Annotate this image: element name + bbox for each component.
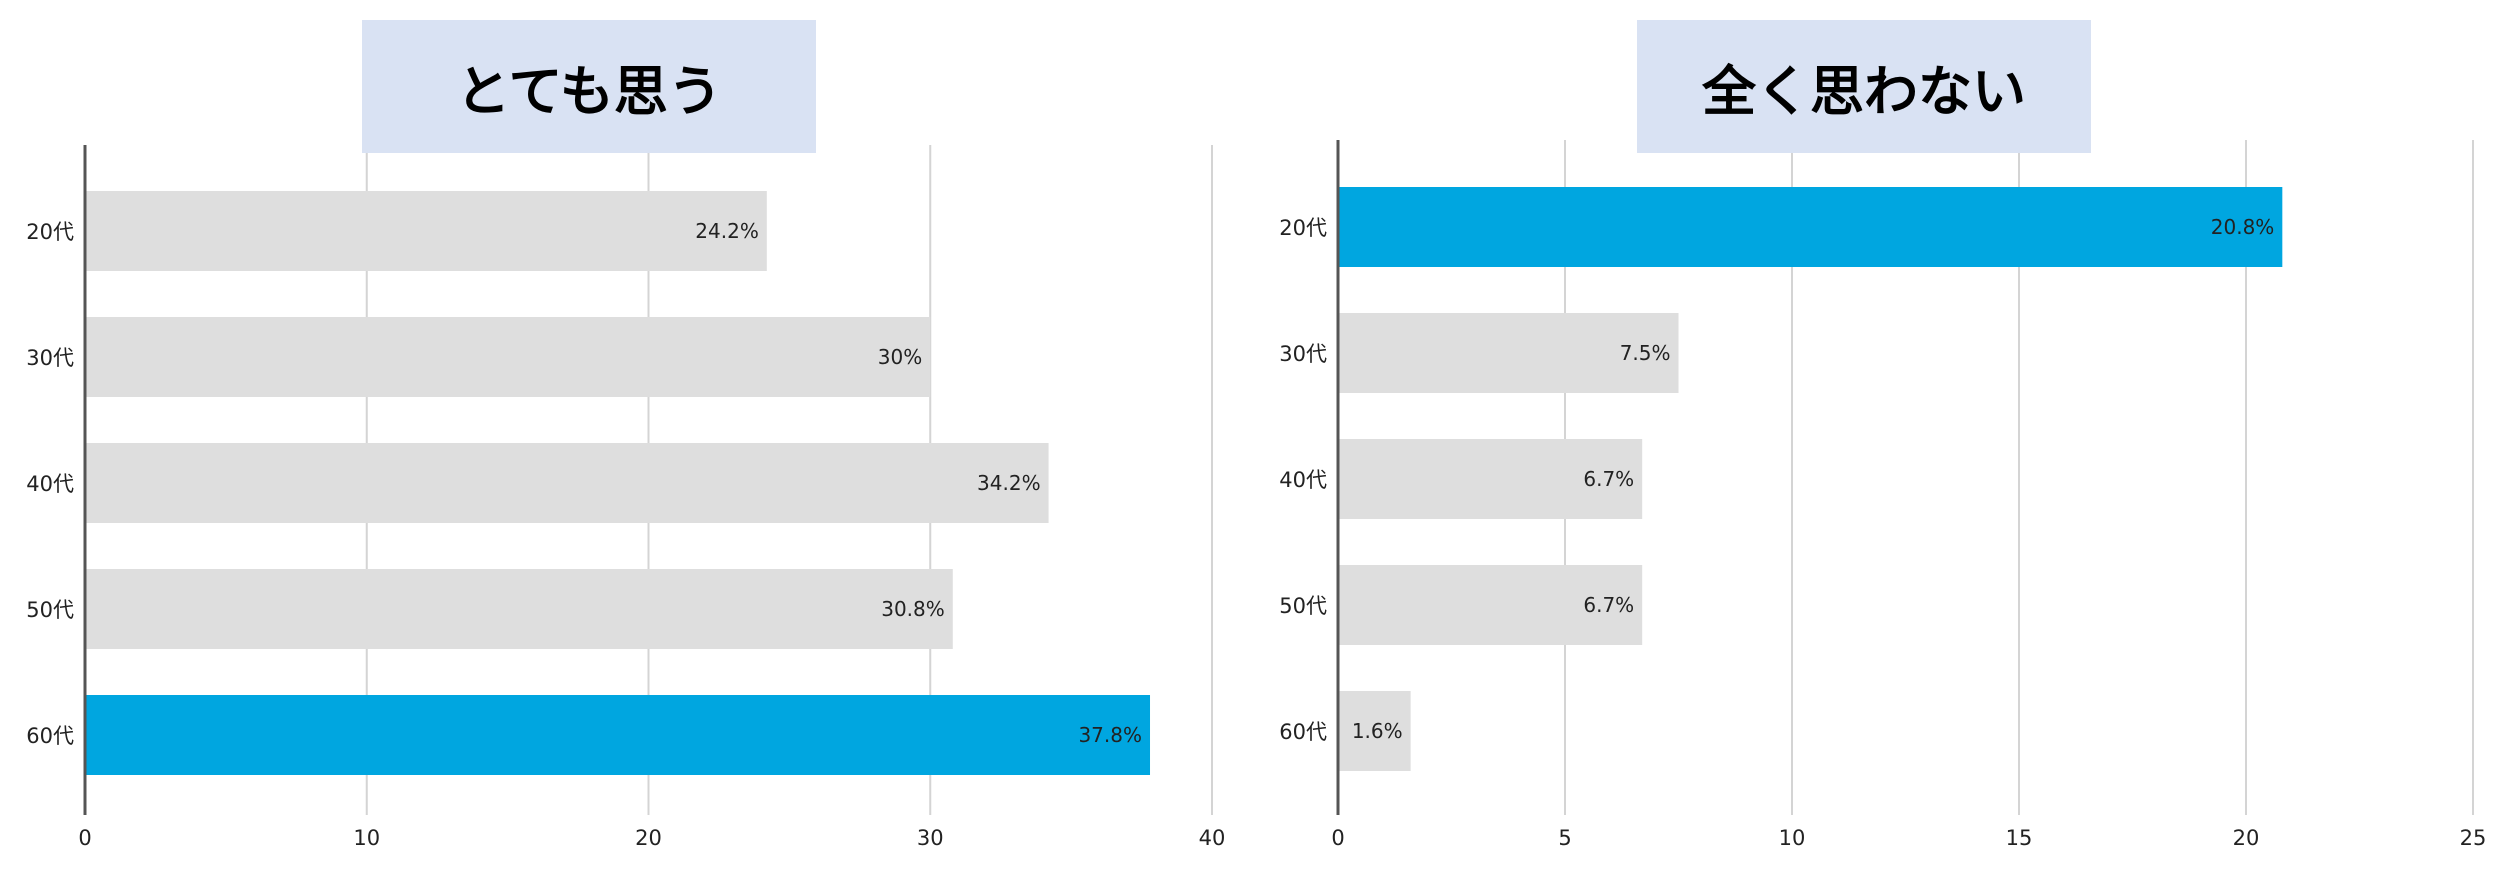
bar [85,695,1151,775]
bar [85,569,953,649]
bar [85,443,1049,523]
data-label: 34.2% [977,471,1041,495]
bar [1338,439,1643,519]
x-tick-label: 10 [1779,826,1806,850]
category-label: 30代 [26,346,74,370]
category-label: 30代 [1279,342,1327,366]
category-label: 40代 [26,472,74,496]
bar [1338,313,1679,393]
x-tick-label: 10 [353,826,380,850]
x-tick-label: 5 [1558,826,1571,850]
data-label: 37.8% [1078,723,1142,747]
category-label: 20代 [1279,216,1327,240]
x-tick-label: 25 [2460,826,2487,850]
category-label: 40代 [1279,468,1327,492]
chart-totemo-omou: 0 10 20 30 40 20代 24.2% 30代 30% 40代 34.2% 50代 30.8% 6… [26,145,1225,850]
bar [1338,691,1411,771]
chart-title-totemo-omou: とても思う [362,20,816,153]
category-label: 60代 [26,724,74,748]
category-label: 20代 [26,220,74,244]
x-tick-label: 20 [2233,826,2260,850]
data-label: 20.8% [2211,215,2275,239]
bar [1338,187,2283,267]
x-tick-label: 0 [78,826,91,850]
bar [85,191,767,271]
data-label: 7.5% [1620,341,1671,365]
data-label: 30.8% [881,597,945,621]
category-label: 50代 [1279,594,1327,618]
x-tick-label: 15 [2006,826,2033,850]
chart-mattaku-omowanai: 0 5 10 15 20 25 20代 20.8% 30代 7.5% 40代 6.7% 50代 6.7% 6… [1279,140,2486,850]
chart-title-mattaku-omowanai: 全く思わない [1637,20,2091,153]
data-label: 6.7% [1583,467,1634,491]
category-label: 50代 [26,598,74,622]
bar [1338,565,1643,645]
bar [85,317,931,397]
x-tick-label: 40 [1199,826,1226,850]
category-label: 60代 [1279,720,1327,744]
data-label: 30% [878,345,922,369]
data-label: 24.2% [695,219,759,243]
data-label: 6.7% [1583,593,1634,617]
data-label: 1.6% [1352,719,1403,743]
x-tick-label: 30 [917,826,944,850]
x-tick-label: 20 [635,826,662,850]
x-tick-label: 0 [1331,826,1344,850]
